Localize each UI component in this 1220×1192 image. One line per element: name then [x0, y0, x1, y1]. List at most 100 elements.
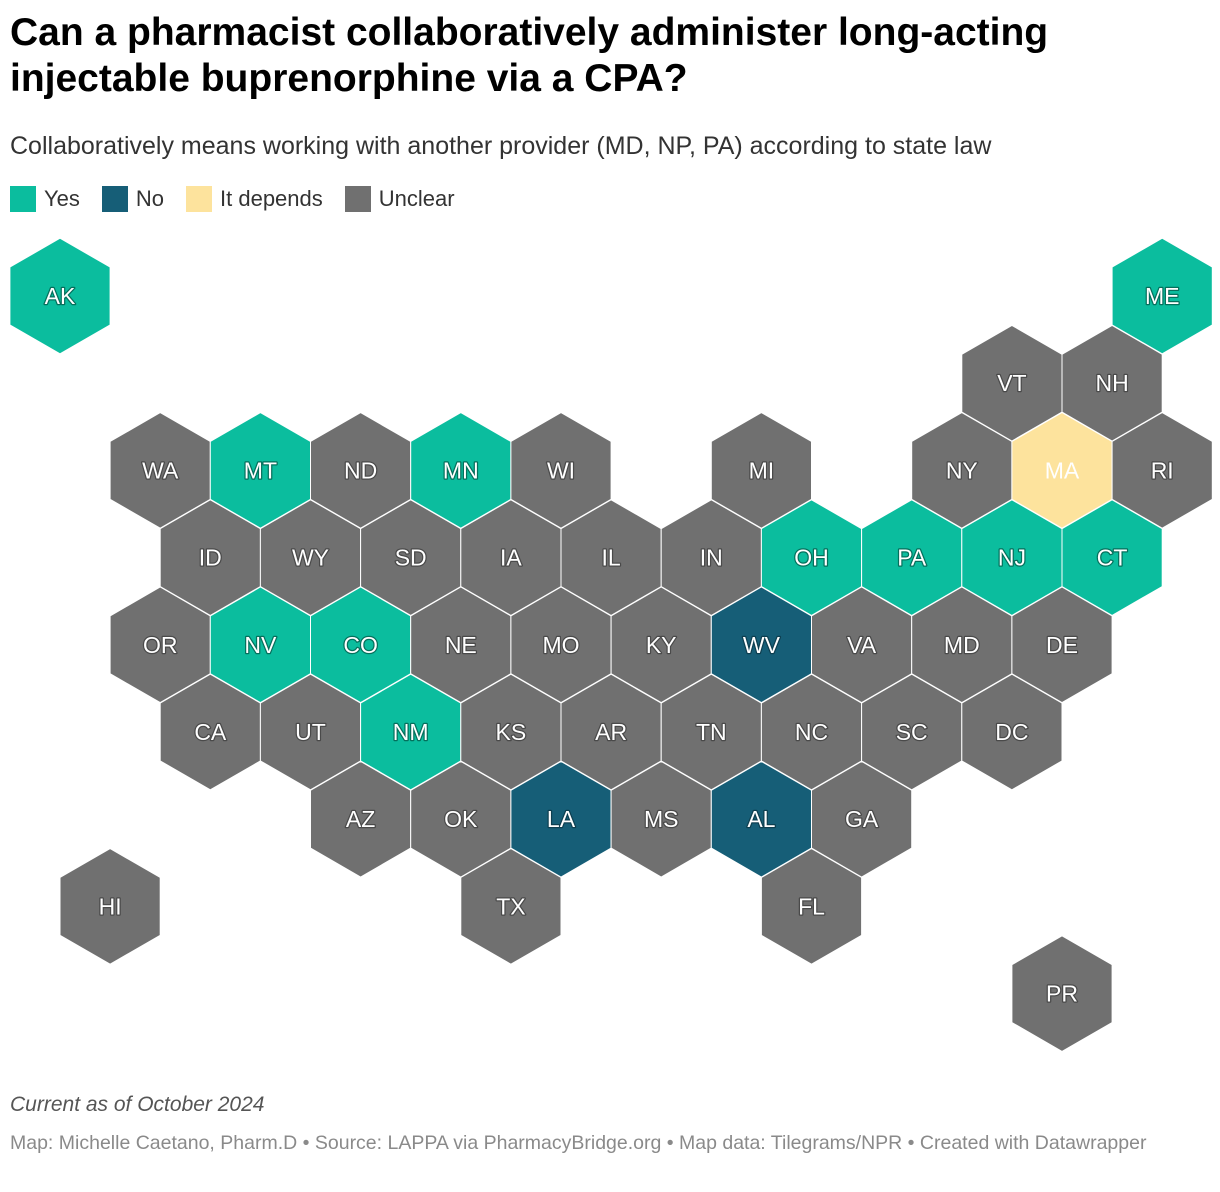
state-label-la: LA [547, 806, 576, 832]
state-label-oh: OH [794, 545, 829, 571]
state-tile-tx: TX [460, 848, 562, 965]
legend-swatch-yes [10, 186, 36, 212]
state-label-pa: PA [897, 545, 927, 571]
state-label-mi: MI [749, 457, 775, 483]
state-hex-fl [760, 848, 863, 965]
legend-swatch-unclear [344, 186, 371, 212]
state-tile-ut: UT [259, 673, 362, 791]
legend-item-unclear: Unclear [344, 186, 455, 212]
legend-label-it-depends: It depends [220, 186, 323, 211]
state-tile-ok: OK [410, 760, 512, 878]
state-tile-id: ID [159, 499, 261, 616]
state-label-ia: IA [500, 545, 522, 571]
state-tile-il: IL [560, 499, 662, 616]
legend-label-no: No [135, 186, 165, 211]
legend-label-yes: Yes [44, 186, 80, 211]
state-label-ak: AK [45, 283, 76, 309]
state-label-ky: KY [646, 632, 677, 658]
state-tile-me: ME [1111, 237, 1213, 355]
state-tile-az: AZ [310, 760, 412, 878]
state-label-ri: RI [1151, 457, 1174, 483]
state-tile-de: DE [1011, 586, 1113, 704]
state-label-vt: VT [997, 370, 1026, 396]
state-label-ar: AR [595, 719, 627, 745]
legend-swatch-it-depends [186, 186, 213, 212]
source-credits: Map: Michelle Caetano, Pharm.D • Source:… [10, 1132, 1147, 1154]
state-tile-ar: AR [560, 673, 662, 791]
state-label-mn: MN [443, 457, 479, 483]
state-label-ct: CT [1097, 545, 1128, 571]
state-tile-wy: WY [259, 499, 362, 616]
state-label-de: DE [1046, 632, 1078, 658]
state-label-wv: WV [743, 632, 781, 658]
state-label-ok: OK [444, 806, 478, 832]
state-tile-mn: MN [410, 412, 512, 529]
state-tile-nm: NM [360, 673, 462, 791]
state-tile-sc: SC [861, 673, 963, 791]
state-label-mo: MO [542, 632, 579, 658]
state-label-or: OR [143, 632, 178, 658]
state-label-ne: NE [445, 632, 477, 658]
state-hex-ak [9, 237, 111, 355]
state-tile-pr: PR [1011, 935, 1113, 1052]
legend-label-unclear: Unclear [378, 186, 455, 211]
state-tile-nc: NC [760, 673, 863, 791]
state-label-az: AZ [346, 806, 375, 832]
state-tile-wv: WV [710, 586, 812, 704]
state-tile-tn: TN [660, 673, 762, 791]
state-label-al: AL [747, 806, 775, 832]
state-hex-tx [460, 848, 562, 965]
chart-title: Can a pharmacist collaboratively adminis… [10, 11, 1049, 100]
state-tile-ms: MS [610, 760, 712, 878]
state-label-nd: ND [344, 457, 377, 483]
legend-item-yes: Yes [10, 186, 80, 212]
state-label-md: MD [944, 632, 980, 658]
state-tile-ma: MA [1011, 412, 1113, 529]
state-tile-ca: CA [159, 673, 261, 791]
state-label-ny: NY [946, 457, 978, 483]
state-label-wa: WA [142, 457, 179, 483]
legend: Yes No It depends Unclear [10, 186, 477, 212]
state-hex-pr [1011, 935, 1113, 1052]
state-tile-ri: RI [1111, 412, 1213, 529]
state-tile-mo: MO [510, 586, 612, 704]
state-label-il: IL [602, 545, 621, 571]
state-tile-mi: MI [710, 412, 812, 529]
state-label-dc: DC [995, 719, 1028, 745]
hex-tile-map: AK ME VT NH WA MT ND MN WI MI NY MA RI ID WY SD IA IL IN OH… [9, 237, 1213, 1052]
state-label-va: VA [847, 632, 877, 658]
state-label-sc: SC [896, 719, 928, 745]
state-label-id: ID [199, 545, 222, 571]
state-label-hi: HI [99, 893, 122, 919]
currency-note: Current as of October 2024 [10, 1093, 265, 1116]
state-tile-fl: FL [760, 848, 863, 965]
state-tile-ak: AK [9, 237, 111, 355]
legend-item-no: No [101, 186, 165, 212]
state-tile-nd: ND [310, 412, 412, 529]
state-label-ut: UT [295, 719, 326, 745]
state-tile-md: MD [911, 586, 1013, 704]
state-tile-mt: MT [209, 412, 311, 529]
state-tile-nh: NH [1061, 324, 1163, 442]
state-tile-hi: HI [59, 848, 161, 965]
state-label-ma: MA [1045, 457, 1080, 483]
state-hex-dc [961, 673, 1063, 791]
state-label-ga: GA [845, 806, 879, 832]
state-label-nc: NC [795, 719, 828, 745]
state-tile-ny: NY [911, 412, 1013, 529]
state-label-ca: CA [194, 719, 227, 745]
state-label-nv: NV [244, 632, 277, 658]
state-label-wi: WI [547, 457, 575, 483]
state-tile-dc: DC [961, 673, 1063, 791]
state-tile-in: IN [660, 499, 762, 616]
state-label-me: ME [1145, 283, 1180, 309]
legend-item-it-depends: It depends [186, 186, 323, 212]
state-label-nj: NJ [998, 545, 1026, 571]
state-label-wy: WY [292, 545, 329, 571]
state-label-co: CO [343, 632, 378, 658]
state-label-mt: MT [244, 457, 277, 483]
state-tile-ga: GA [811, 760, 913, 878]
state-label-tx: TX [496, 893, 525, 919]
state-label-tn: TN [696, 719, 727, 745]
state-label-pr: PR [1046, 981, 1078, 1007]
